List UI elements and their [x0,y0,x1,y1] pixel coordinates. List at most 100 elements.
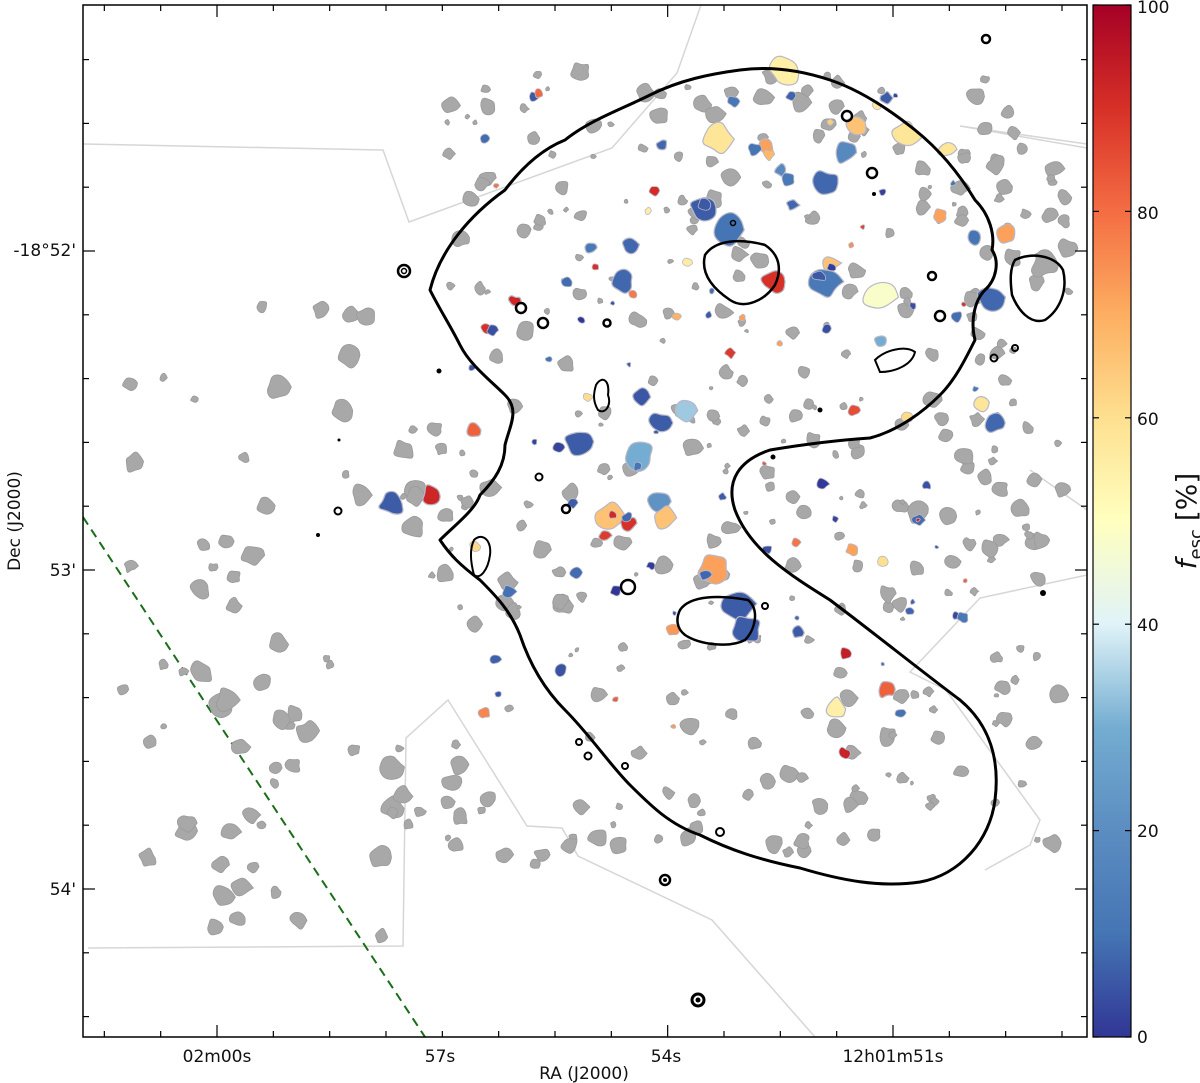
masked-region [759,415,771,427]
masked-region [437,508,454,522]
masked-region [836,831,851,846]
masked-region [545,86,551,92]
masked-region [896,771,910,784]
svg-text:fesc[%]: fesc[%] [1170,473,1200,570]
fesc-region [831,515,839,523]
masked-region [1049,684,1070,704]
masked-region [159,372,168,382]
masked-region [516,604,522,610]
masked-region [763,393,774,404]
masked-region [985,154,1005,176]
fesc-region [670,723,677,729]
masked-region [211,855,230,874]
fesc-region [591,263,599,271]
masked-region [450,755,470,776]
fesc-region [747,143,763,157]
masked-region [953,765,970,777]
colorbar [1092,4,1132,1038]
fesc-region [646,561,656,571]
masked-region [944,588,953,597]
masked-region [975,509,981,516]
masked-region [269,632,290,653]
masked-region [190,660,212,683]
masked-region [386,806,399,820]
masked-region [270,885,282,899]
fesc-region [698,569,714,581]
masked-region [533,213,546,226]
fesc-region [731,615,761,642]
masked-region [212,885,236,906]
masked-region [616,664,626,672]
fesc-region [584,242,598,254]
masked-region [769,518,776,525]
x-tick-label: 02m00s [183,1047,252,1067]
masked-region [899,616,906,621]
masked-region [196,538,211,551]
masked-region [736,374,749,387]
masked-region [1026,472,1043,488]
masked-region [804,214,811,220]
masked-region [708,600,715,605]
masked-region [993,693,1000,698]
masked-region [178,667,190,677]
masked-region [480,84,492,93]
fesc-region [845,116,867,136]
masked-region [1032,652,1041,662]
masked-region [246,861,260,874]
masked-region [414,806,427,817]
fesc-region [848,241,855,249]
fesc-region [763,149,776,162]
fesc-region [877,555,889,567]
masked-region [654,834,664,844]
masked-region [480,97,496,116]
fesc-region [786,199,801,211]
masked-region [352,483,373,507]
masked-region [574,647,580,653]
inner-contour-5 [593,378,611,413]
colorbar-ticks [1093,4,1131,1038]
masked-region [555,180,569,196]
masked-region [587,829,607,847]
fesc-region [996,223,1016,244]
masked-region [356,307,375,326]
masked-region [1021,523,1030,531]
masked-region [1017,780,1028,788]
fesc-region [422,484,441,506]
masked-region [732,269,746,282]
masked-region [888,731,898,740]
masked-region [551,566,567,578]
masked-region [284,759,301,773]
masked-region [812,128,826,144]
fesc-region [569,566,584,580]
fesc-region [840,647,852,660]
masked-region [1041,207,1059,223]
fesc-region [610,585,621,597]
fesc-region [791,537,802,548]
fesc-region [894,709,907,718]
inner-contour-2 [676,595,757,646]
contour-circles [316,33,1046,1008]
masked-region [484,289,492,295]
masked-region [1033,531,1051,550]
masked-region [597,463,611,476]
masked-region [1010,498,1030,517]
masked-region [403,818,414,830]
masked-region [665,691,680,706]
masked-region [705,106,727,124]
fesc-region [598,530,613,541]
masked-region [392,785,414,804]
colorbar-tick-label: 60 [1137,410,1159,430]
masked-region [892,689,910,704]
fesc-region [671,312,682,321]
fesc-region [625,441,653,472]
masked-region [516,519,528,532]
masked-region [269,778,279,789]
fesc-region [956,611,969,624]
masked-region [899,499,906,506]
dashed-line [83,516,426,1037]
masked-region [930,730,946,745]
masked-region [230,738,252,755]
colorbar-label: fesc[%] [1170,473,1200,570]
masked-region [623,198,629,204]
